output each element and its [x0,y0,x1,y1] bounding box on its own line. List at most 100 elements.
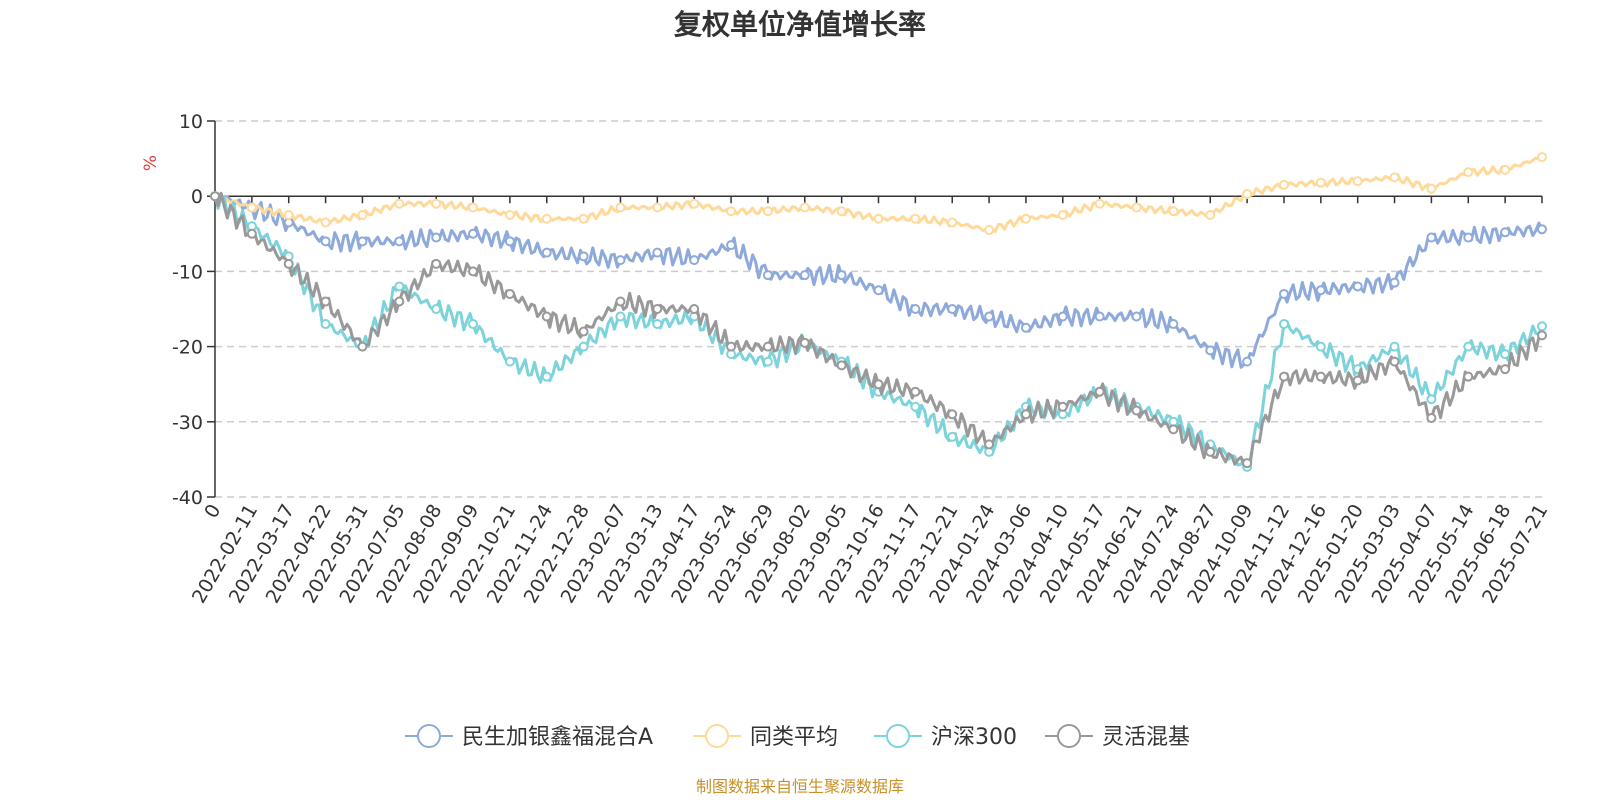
data-point [394,281,405,292]
data-point [836,206,847,217]
data-point [431,198,442,209]
data-point [283,258,294,269]
data-point [984,311,995,322]
data-point [762,341,773,352]
data-point [1315,177,1326,188]
y-tick-label: -30 [172,412,203,434]
data-point [1389,277,1400,288]
data-point [246,202,257,213]
data-point [1389,172,1400,183]
data-point [578,251,589,262]
data-point [1168,206,1179,217]
data-point [578,326,589,337]
data-point [1389,356,1400,367]
data-point [947,304,958,314]
data-point [947,409,958,420]
grid-lines [215,120,1542,498]
data-point [1315,341,1326,352]
data-point [578,341,589,352]
data-point [1205,210,1216,220]
data-point [1278,371,1289,382]
legend-item[interactable]: 灵活混基 [1045,724,1190,750]
data-point [1020,409,1031,420]
data-point [431,258,442,269]
data-point [1426,183,1437,194]
data-point [320,236,331,247]
data-point [984,439,995,450]
data-point [1426,232,1437,243]
data-point [947,431,958,442]
data-point [1057,401,1068,412]
data-point [615,296,626,307]
data-point [1278,288,1289,299]
legend-item[interactable]: 同类平均 [693,724,838,750]
data-point [762,206,773,217]
data-point [541,247,552,258]
data-point [762,356,773,367]
data-point [1205,345,1216,356]
data-point [1094,386,1105,397]
data-point [1500,164,1511,175]
data-point [1537,224,1547,235]
data-point [873,285,884,296]
y-tick-label: -40 [172,487,203,509]
data-point [1352,281,1363,292]
legend-marker-icon [705,724,729,748]
legend-item[interactable]: 沪深300 [874,724,1017,750]
data-point [468,319,479,330]
data-point [1537,152,1547,163]
data-point [1168,319,1179,330]
data-point [873,213,884,224]
data-point [246,228,257,239]
data-point [836,360,847,371]
x-tick-label: 0 [200,501,225,522]
data-point [762,270,773,281]
data-point [504,236,515,247]
data-point [689,198,700,209]
series-line [213,191,1543,467]
data-point [1242,188,1253,199]
data-point [1463,341,1474,352]
chart-title: 复权单位净值增长率 [674,8,926,41]
data-point [504,356,515,367]
data-point [1057,210,1068,220]
y-tick-label: 0 [191,186,203,208]
data-point [1537,321,1547,332]
data-point [541,311,552,322]
data-point [320,296,331,307]
data-point [652,202,663,213]
legend-marker-icon [417,724,441,748]
data-point [726,240,737,251]
data-point [320,319,331,330]
data-point [578,213,589,224]
data-point [541,371,552,382]
data-point [836,270,847,281]
data-point [910,401,921,412]
data-point [799,202,810,213]
y-axis-unit: % [141,155,161,171]
data-point [1426,394,1437,405]
data-point [357,341,368,352]
data-point [1389,341,1400,352]
legend-label: 沪深300 [931,725,1017,750]
data-point [468,202,479,213]
data-point [431,232,442,243]
data-point [1094,198,1105,209]
data-point [615,202,626,213]
legend-label: 灵活混基 [1102,725,1190,750]
data-point [1131,311,1142,322]
data-point [1315,371,1326,382]
data-point [320,217,331,228]
legend-item[interactable]: 民生加银鑫福混合A [405,724,653,750]
data-point [910,304,921,314]
data-point [1020,322,1031,333]
legend[interactable]: 民生加银鑫福混合A 同类平均 沪深300 灵活混基 [405,724,1190,750]
data-point [689,304,700,314]
data-point [1057,311,1068,322]
data-point [1131,202,1142,213]
axes: 100-10-20-30-4002022-02-112022-03-172022… [172,111,1552,607]
legend-marker-icon [886,724,910,748]
source-note: 制图数据来自恒生聚源数据库 [696,777,904,796]
data-point [799,270,810,281]
data-point [726,341,737,352]
